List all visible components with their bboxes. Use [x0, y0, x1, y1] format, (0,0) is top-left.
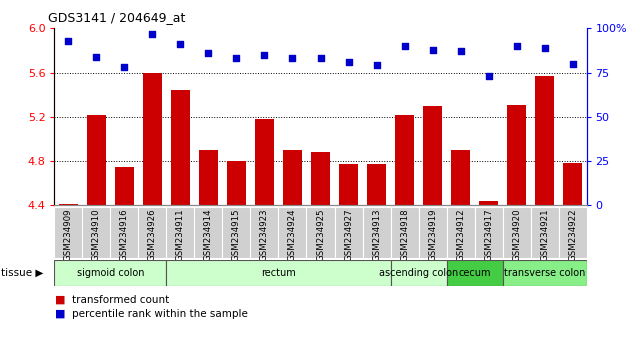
Text: tissue ▶: tissue ▶ [1, 268, 44, 278]
Bar [311, 152, 330, 205]
Bar [254, 119, 274, 205]
Bar [138, 207, 167, 258]
Bar [531, 207, 558, 258]
Bar [54, 207, 83, 258]
Text: GSM234912: GSM234912 [456, 209, 465, 261]
Bar [447, 260, 503, 286]
Text: GSM234926: GSM234926 [148, 209, 157, 261]
Bar [395, 115, 414, 205]
Point [539, 45, 549, 51]
Text: cecum: cecum [458, 268, 491, 278]
Bar [167, 260, 390, 286]
Point [231, 56, 242, 61]
Point [344, 59, 354, 65]
Point [428, 47, 438, 52]
Bar [447, 207, 474, 258]
Bar [194, 207, 222, 258]
Bar [479, 201, 498, 205]
Point [260, 52, 270, 58]
Bar [422, 106, 442, 205]
Bar [558, 207, 587, 258]
Bar [474, 207, 503, 258]
Text: GDS3141 / 204649_at: GDS3141 / 204649_at [48, 11, 185, 24]
Point [287, 56, 297, 61]
Text: GSM234918: GSM234918 [400, 209, 409, 261]
Text: GSM234923: GSM234923 [260, 209, 269, 261]
Bar [199, 150, 219, 205]
Point [483, 73, 494, 79]
Bar [503, 207, 531, 258]
Bar [507, 105, 526, 205]
Text: sigmoid colon: sigmoid colon [77, 268, 144, 278]
Bar [251, 207, 278, 258]
Point [176, 41, 186, 47]
Bar [338, 164, 358, 205]
Text: GSM234917: GSM234917 [484, 209, 493, 261]
Point [315, 56, 326, 61]
Bar [419, 207, 447, 258]
Bar [222, 207, 251, 258]
Text: GSM234922: GSM234922 [568, 209, 577, 261]
Text: GSM234924: GSM234924 [288, 209, 297, 261]
Bar [503, 260, 587, 286]
Bar [87, 115, 106, 205]
Bar [335, 207, 363, 258]
Text: GSM234915: GSM234915 [232, 209, 241, 261]
Text: GSM234909: GSM234909 [64, 209, 73, 261]
Text: GSM234927: GSM234927 [344, 209, 353, 261]
Bar [54, 260, 167, 286]
Point [119, 64, 129, 70]
Point [512, 43, 522, 49]
Bar [363, 207, 390, 258]
Text: ■: ■ [54, 295, 65, 305]
Text: percentile rank within the sample: percentile rank within the sample [72, 309, 248, 319]
Text: GSM234925: GSM234925 [316, 209, 325, 261]
Bar [278, 207, 306, 258]
Point [203, 50, 213, 56]
Bar [59, 204, 78, 205]
Bar [227, 161, 246, 205]
Text: GSM234910: GSM234910 [92, 209, 101, 261]
Bar [390, 260, 447, 286]
Bar [283, 150, 303, 205]
Bar [143, 73, 162, 205]
Bar [171, 90, 190, 205]
Bar [367, 164, 387, 205]
Text: GSM234919: GSM234919 [428, 209, 437, 261]
Point [399, 43, 410, 49]
Text: GSM234914: GSM234914 [204, 209, 213, 261]
Bar [115, 167, 134, 205]
Point [371, 63, 381, 68]
Text: GSM234920: GSM234920 [512, 209, 521, 261]
Text: transverse colon: transverse colon [504, 268, 585, 278]
Point [63, 38, 74, 44]
Text: rectum: rectum [261, 268, 296, 278]
Bar [451, 150, 470, 205]
Text: ■: ■ [54, 309, 65, 319]
Bar [306, 207, 335, 258]
Bar [390, 207, 419, 258]
Bar [167, 207, 194, 258]
Point [147, 31, 158, 36]
Text: GSM234921: GSM234921 [540, 209, 549, 261]
Text: GSM234913: GSM234913 [372, 209, 381, 261]
Bar [83, 207, 110, 258]
Text: GSM234916: GSM234916 [120, 209, 129, 261]
Bar [110, 207, 138, 258]
Bar [563, 163, 582, 205]
Text: ascending colon: ascending colon [379, 268, 458, 278]
Text: transformed count: transformed count [72, 295, 170, 305]
Point [92, 54, 102, 59]
Bar [535, 76, 554, 205]
Point [567, 61, 578, 67]
Text: GSM234911: GSM234911 [176, 209, 185, 261]
Point [455, 48, 465, 54]
